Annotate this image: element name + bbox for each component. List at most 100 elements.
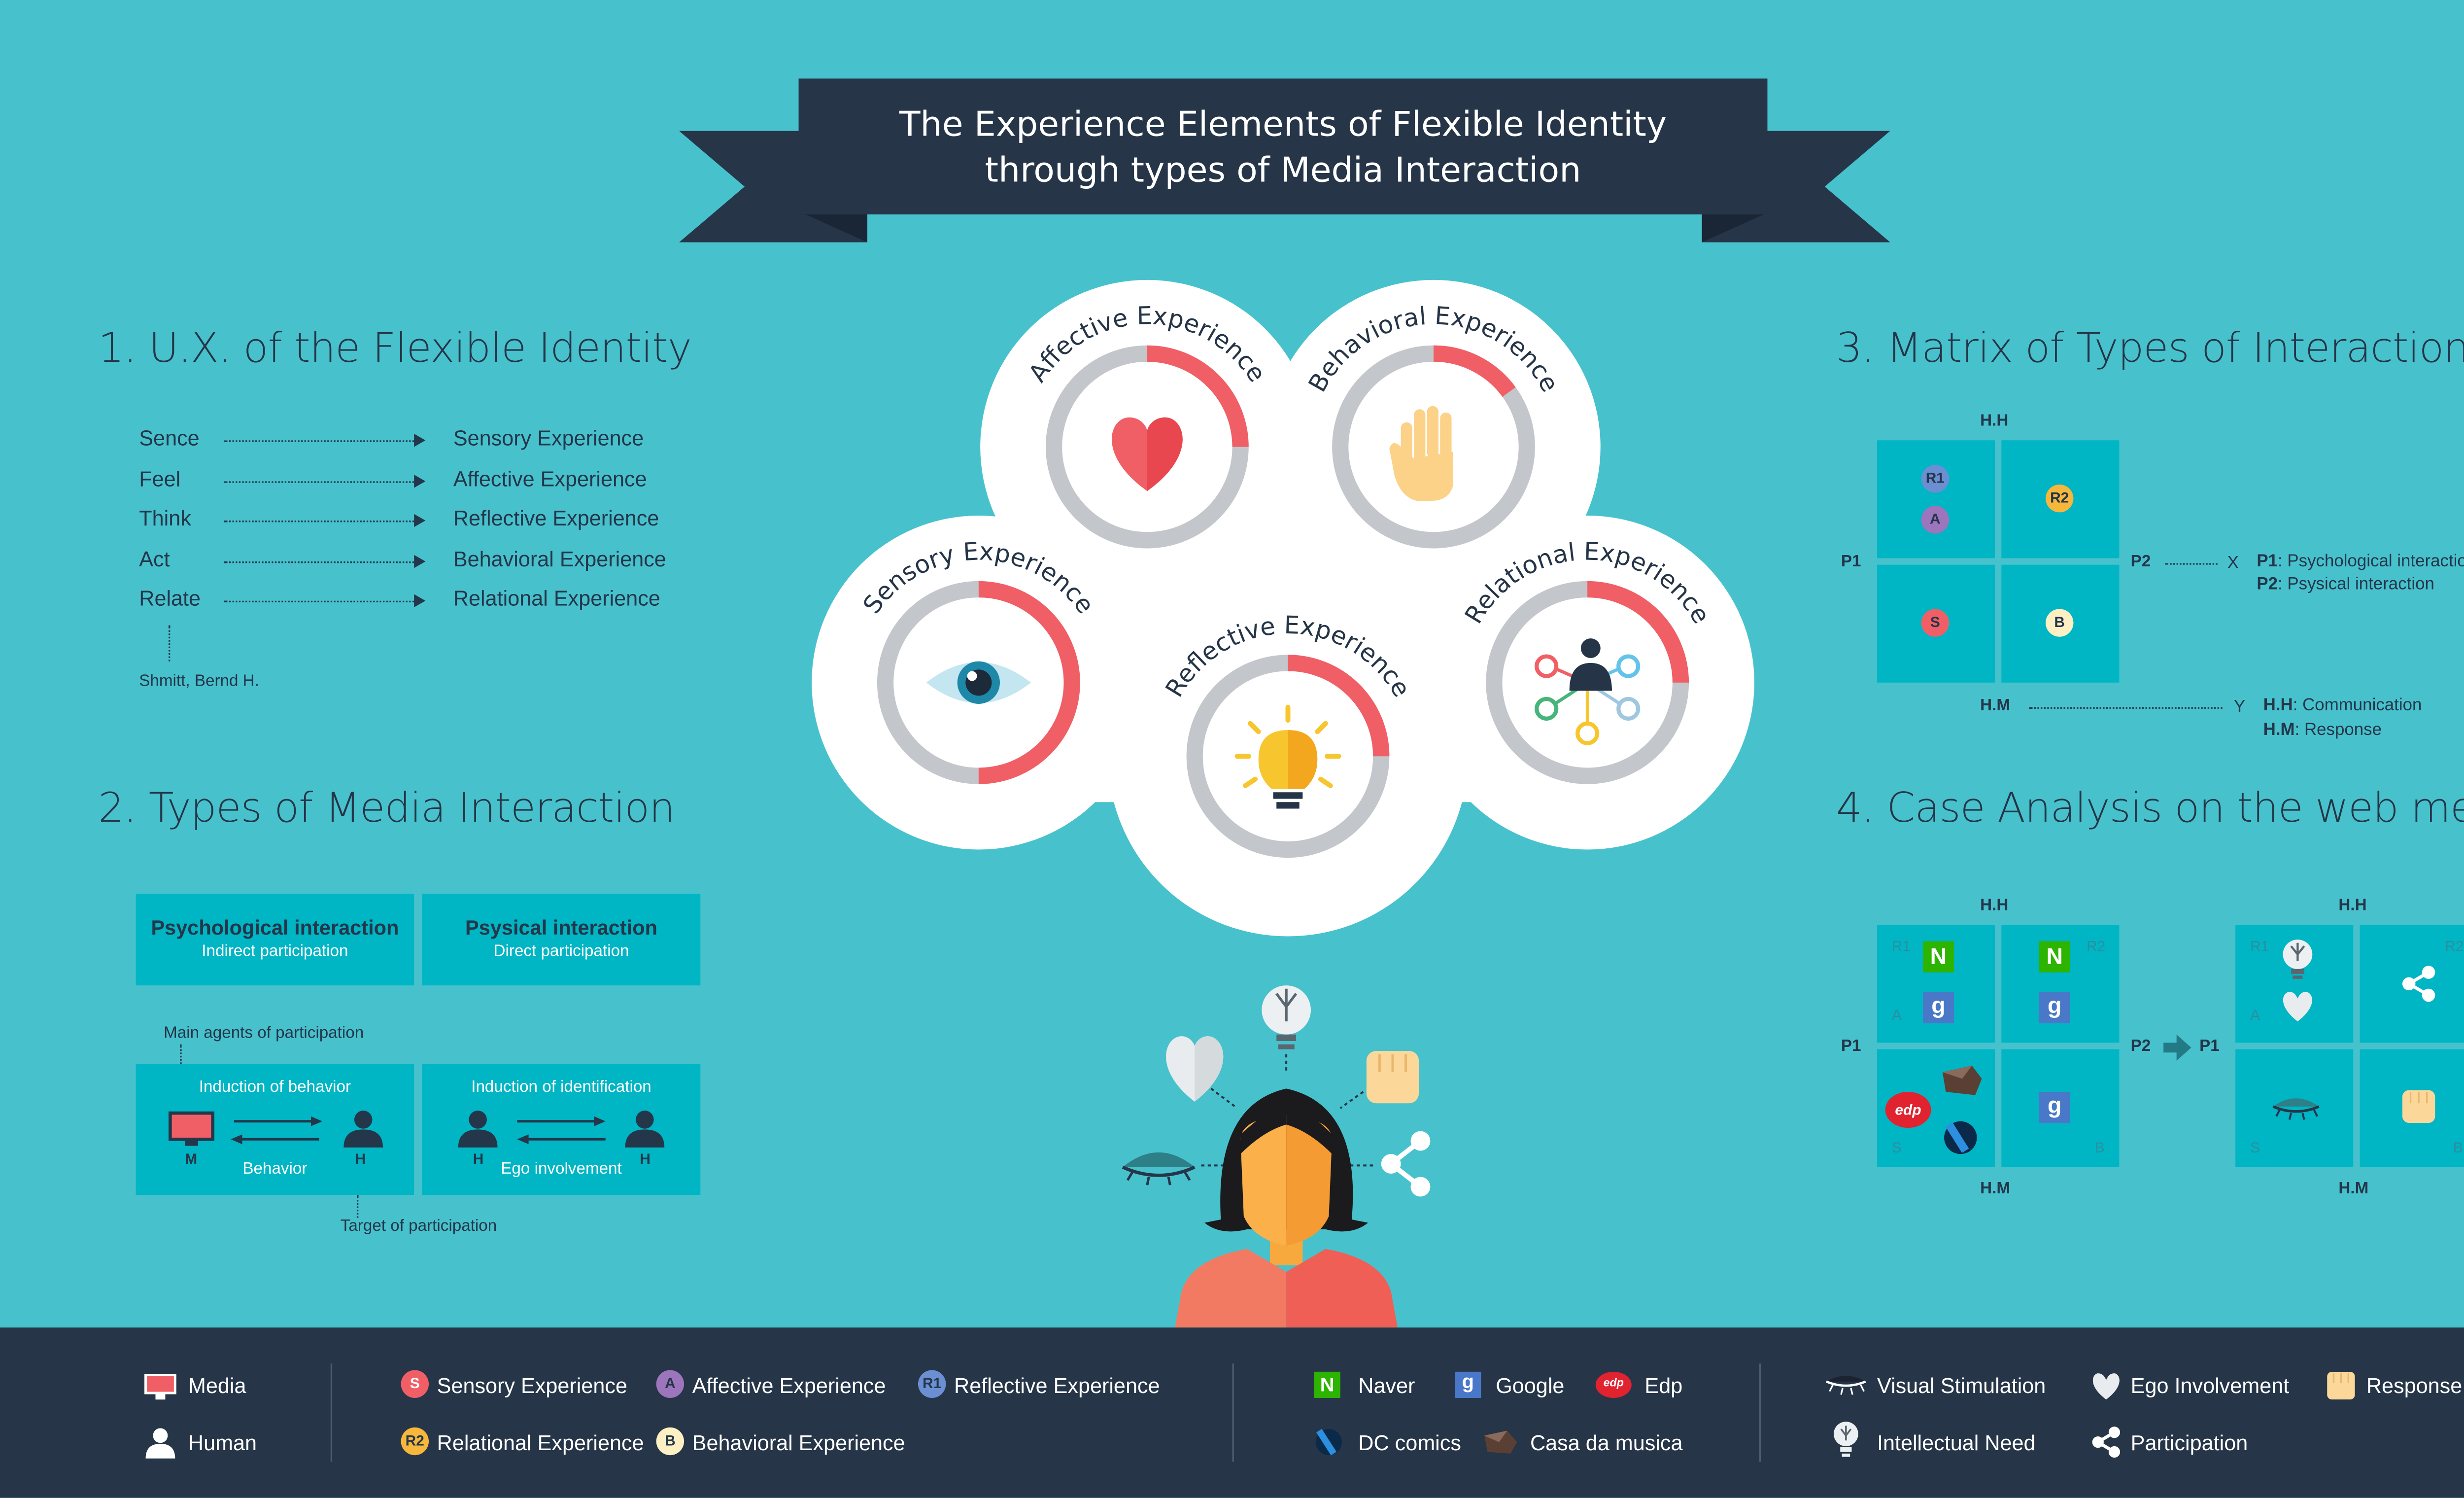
ux-output: Relational Experience — [453, 586, 660, 611]
page-title: The Experience Elements of Flexible Iden… — [799, 102, 1768, 193]
legend-hh: H.H: Communication — [2263, 696, 2422, 715]
case-cell-q1: R1 A N g — [1877, 925, 1995, 1043]
psych-title: Psychological interaction — [151, 916, 399, 940]
section-media-title: 2. Types of Media Interaction — [98, 784, 675, 832]
ring-sensory — [877, 581, 1080, 784]
naver-logo: N — [1314, 1371, 1340, 1398]
arrow-head-icon — [414, 555, 426, 568]
legend-hm-key: H.M — [2263, 720, 2295, 740]
google-logo: g — [2039, 1091, 2070, 1123]
phys-interaction-box: Psysical interaction Direct participatio… — [422, 894, 701, 986]
dotted-line — [180, 1044, 182, 1068]
psych-interaction-box: Psychological interaction Indirect parti… — [136, 894, 414, 986]
phys-title: Psysical interaction — [465, 916, 657, 940]
human-icon — [625, 1111, 665, 1148]
dotted-arrow — [224, 521, 417, 523]
dotted-arrow — [224, 600, 417, 603]
corner-a: A — [2250, 1007, 2260, 1023]
legend-hh-key: H.H — [2263, 696, 2293, 716]
axis-p1: P1 — [1841, 553, 1861, 571]
dotted-line — [2029, 707, 2223, 709]
heart-icon — [1112, 417, 1183, 491]
case-result-q1: R1 A — [2235, 925, 2354, 1043]
axis-hh: H.H — [2338, 897, 2367, 915]
legend-p2-text: : Psysical interaction — [2278, 574, 2434, 594]
divider — [330, 1363, 333, 1462]
ux-output: Affective Experience — [453, 466, 647, 491]
ux-input: Feel — [139, 466, 181, 491]
progress-arc-affective — [1147, 345, 1249, 447]
ux-output: Reflective Experience — [453, 506, 659, 530]
network-icon — [1535, 638, 1641, 745]
ux-row-feel: Feel Affective Experience — [139, 466, 695, 499]
casa-da-musica-logo — [1942, 1065, 1982, 1095]
corner-r2: R2 — [2087, 938, 2106, 955]
legend-participation: Participation — [2130, 1430, 2248, 1456]
dc-comics-logo — [1944, 1121, 1977, 1154]
legend-edp: Edp — [1644, 1373, 1683, 1398]
human-icon — [458, 1111, 498, 1148]
matrix-cell-q3: S — [1877, 564, 1995, 683]
legend-human: Human — [188, 1430, 257, 1456]
legend-reflective: Reflective Experience — [954, 1373, 1160, 1398]
dotted-arrow — [224, 440, 417, 442]
case-cell-q4: B g — [2001, 1049, 2120, 1167]
ux-output: Sensory Experience — [453, 425, 644, 451]
chip-r1: R1 — [918, 1370, 946, 1398]
ux-row-relate: Relate Relational Experience — [139, 586, 695, 619]
heart-icon — [2092, 1373, 2120, 1400]
media-human-diagram — [169, 1111, 383, 1148]
share-icon — [1381, 1131, 1431, 1197]
google-logo: g — [1922, 992, 1954, 1023]
legend-behavioral: Behavioral Experience — [692, 1430, 905, 1456]
axis-hm: H.M — [2338, 1180, 2369, 1198]
closed-eye-icon — [1826, 1376, 1866, 1395]
axis-hh: H.H — [1980, 412, 2009, 431]
dotted-line — [169, 625, 171, 662]
dc-comics-logo — [1315, 1428, 1342, 1456]
eye-icon — [926, 661, 1031, 704]
progress-arc-behavioral — [1433, 345, 1516, 397]
corner-s: S — [2250, 1139, 2260, 1156]
human-letter: H — [473, 1150, 484, 1167]
arrow-head-icon — [414, 434, 426, 447]
legend-sensory: Sensory Experience — [437, 1373, 628, 1398]
ux-output: Behavioral Experience — [453, 547, 666, 571]
corner-s: S — [1891, 1139, 1902, 1156]
ux-row-think: Think Reflective Experience — [139, 506, 695, 538]
corner-r1: R1 — [2250, 938, 2269, 955]
media-letter: M — [185, 1150, 198, 1167]
legend-p2-key: P2 — [2257, 574, 2278, 594]
share-icon — [2402, 966, 2435, 1002]
human-letter: H — [640, 1150, 651, 1167]
footer-legend: Media Human S Sensory Experience A Affec… — [0, 1327, 2464, 1498]
behavior-label: Behavior — [242, 1160, 308, 1179]
naver-logo: N — [2039, 941, 2070, 973]
legend-affective: Affective Experience — [692, 1373, 886, 1398]
title-banner-ribbon — [679, 78, 1890, 243]
monitor-icon — [169, 1111, 215, 1146]
chip-a: A — [1921, 506, 1950, 534]
axis-p1: P1 — [1841, 1038, 1861, 1056]
fist-icon — [2327, 1371, 2355, 1400]
identification-box: Induction of identification H H Ego invo… — [422, 1064, 701, 1195]
corner-a: A — [1891, 1007, 1902, 1023]
section-matrix-title: 3. Matrix of Types of Interaction — [1836, 324, 2464, 372]
section-ux-title: 1. U.X. of the Flexible Identity — [98, 324, 692, 372]
legend-casa: Casa da musica — [1530, 1430, 1683, 1456]
progress-arc-sensory — [978, 581, 1080, 784]
chip-r2: R2 — [2046, 484, 2074, 513]
induction-identification: Induction of identification — [471, 1079, 651, 1097]
axis-x: X — [2227, 553, 2239, 573]
heart-icon — [1166, 1036, 1224, 1102]
fist-icon — [2402, 1090, 2435, 1123]
legend-p1: P1: Psychological interaction — [2257, 552, 2464, 571]
dotted-arrow — [224, 481, 417, 483]
axis-hm: H.M — [1980, 697, 2011, 716]
arrow-head-icon — [414, 514, 426, 527]
chip-b: B — [656, 1427, 684, 1456]
progress-arc-reflective — [1288, 655, 1390, 757]
case-cell-q3: S edp — [1877, 1049, 1995, 1167]
legend-p2: P2: Psysical interaction — [2257, 575, 2434, 594]
